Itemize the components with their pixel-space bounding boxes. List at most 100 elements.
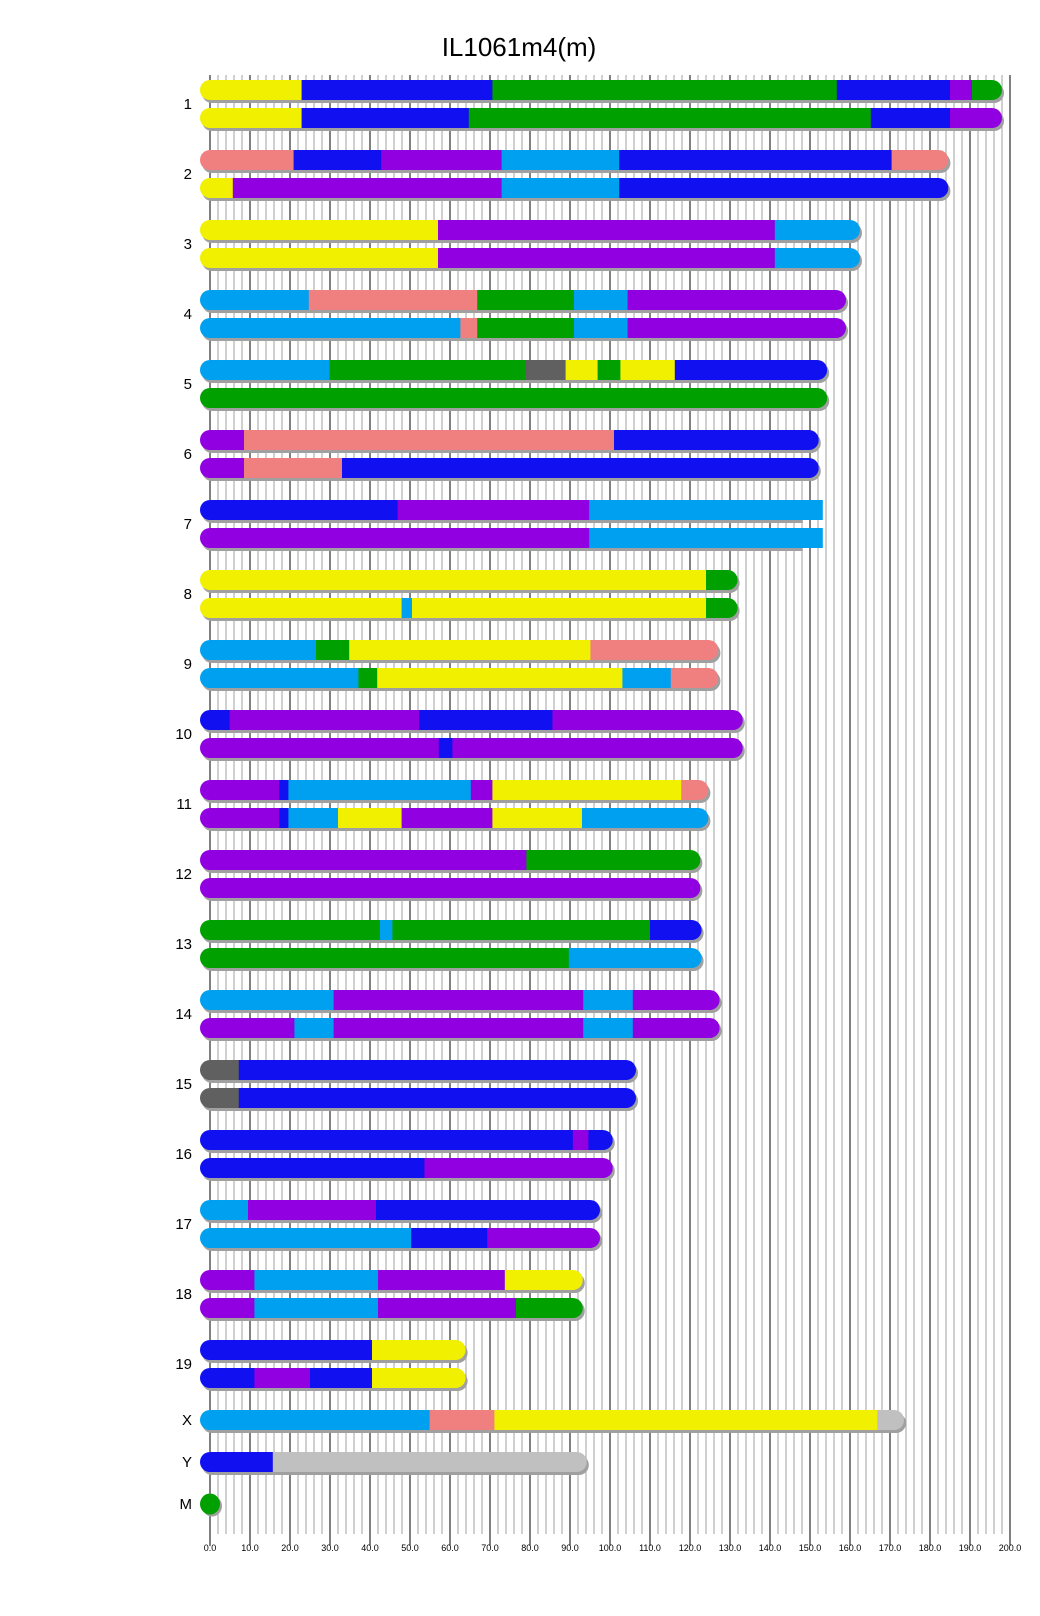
haplotype-bar — [200, 948, 704, 971]
segment-blue — [674, 360, 828, 380]
segment-lightblue — [583, 1018, 634, 1038]
chromosome-15: 15 — [175, 1060, 638, 1111]
segment-blue — [376, 1200, 600, 1220]
segment-yellow — [372, 1368, 466, 1388]
chromosome-14: 14 — [175, 990, 722, 1041]
segment-green — [597, 360, 621, 380]
segment-green — [392, 920, 651, 940]
segment-blue — [293, 150, 382, 170]
haplotype-bar — [200, 220, 862, 243]
segment-lightblue — [774, 248, 860, 268]
x-tick-label: 30.0 — [321, 1543, 339, 1553]
segment-blue — [279, 808, 289, 828]
chromosome-19: 19 — [175, 1340, 468, 1391]
segment-lightblue — [583, 990, 634, 1010]
segment-purple — [254, 1368, 311, 1388]
haplotype-bar — [200, 1018, 722, 1041]
chromosome-label: 7 — [184, 516, 192, 533]
segment-purple — [200, 458, 245, 478]
segment-yellow — [492, 780, 682, 800]
segment-salmon — [429, 1410, 495, 1430]
chromosome-18: 18 — [175, 1270, 585, 1321]
chromosome-label: 3 — [184, 236, 192, 253]
segment-darkgrey — [200, 1088, 240, 1108]
segment-lightblue — [622, 668, 672, 688]
x-tick-label: 90.0 — [561, 1543, 579, 1553]
segment-salmon — [308, 290, 478, 310]
chromosome-label: 10 — [175, 726, 192, 743]
chromosome-label: 2 — [184, 166, 192, 183]
segment-purple — [632, 990, 720, 1010]
chromosome-label: 17 — [175, 1216, 192, 1233]
segment-blue — [588, 1130, 613, 1150]
segment-purple — [232, 178, 503, 198]
segment-salmon — [681, 780, 709, 800]
segment-yellow — [200, 248, 439, 268]
haplotype-bar — [200, 780, 711, 803]
haplotype-bar — [200, 920, 704, 943]
x-tick-label: 0.0 — [204, 1543, 217, 1553]
haplotype-bar — [200, 1130, 615, 1153]
segment-salmon — [891, 150, 949, 170]
segment-yellow — [372, 1340, 466, 1360]
segment-purple — [397, 500, 590, 520]
segment-blue — [238, 1060, 636, 1080]
haplotype-bar — [200, 1228, 602, 1251]
chromosome-label: 12 — [175, 866, 192, 883]
haplotype-bar — [200, 1493, 222, 1517]
chromosome-8: 8 — [184, 570, 740, 621]
segment-blue — [200, 710, 231, 730]
segment-purple — [200, 738, 440, 758]
segment-yellow — [200, 598, 403, 618]
segment-green — [477, 290, 575, 310]
chromosome-13: 13 — [175, 920, 704, 971]
chromosome-label: 6 — [184, 446, 192, 463]
segment-lightgrey — [272, 1452, 587, 1472]
segment-salmon — [244, 458, 343, 478]
haplotype-bar — [200, 388, 830, 412]
segment-purple — [378, 1298, 517, 1318]
segment-salmon — [460, 318, 478, 338]
haplotype-bar — [200, 1158, 615, 1181]
segment-purple — [248, 1200, 377, 1220]
segment-yellow — [620, 360, 676, 380]
segment-purple — [552, 710, 743, 730]
chromosome-label: 4 — [184, 306, 192, 323]
segment-lightblue — [589, 500, 823, 520]
segment-blue — [870, 108, 951, 128]
chromosome-7: 7 — [184, 500, 823, 551]
haplotype-bar — [200, 1368, 468, 1391]
chromosome-label: 16 — [175, 1146, 192, 1163]
chromosome-2: 2 — [184, 150, 951, 201]
segment-purple — [950, 80, 973, 100]
segment-purple — [381, 150, 503, 170]
x-tick-label: 80.0 — [521, 1543, 539, 1553]
chromosome-label: 1 — [184, 96, 192, 113]
segment-yellow — [200, 108, 303, 128]
segment-yellow — [338, 808, 403, 828]
chromosome-17: 17 — [175, 1200, 602, 1251]
segment-purple — [950, 108, 1002, 128]
x-tick-label: 50.0 — [401, 1543, 419, 1553]
chromosome-label: X — [182, 1412, 192, 1429]
segment-yellow — [504, 1270, 583, 1290]
segment-purple — [438, 248, 776, 268]
segment-purple — [572, 1130, 589, 1150]
chromosome-X: X — [182, 1410, 906, 1433]
segment-green — [200, 1493, 220, 1515]
segment-lightgrey — [877, 1410, 904, 1430]
haplotype-bar — [200, 668, 721, 691]
segment-purple — [200, 850, 527, 870]
segment-yellow — [412, 598, 707, 618]
chromosome-11: 11 — [176, 780, 711, 831]
segment-blue — [200, 1130, 574, 1150]
segment-yellow — [492, 808, 583, 828]
segment-purple — [424, 1158, 613, 1178]
segment-darkgrey — [525, 360, 567, 380]
haplotype-bar — [200, 598, 740, 621]
haplotype-bar — [200, 248, 862, 271]
chromosome-12: 12 — [175, 850, 703, 901]
haplotype-bar — [200, 1088, 638, 1111]
x-tick-label: 200.0 — [999, 1543, 1022, 1553]
